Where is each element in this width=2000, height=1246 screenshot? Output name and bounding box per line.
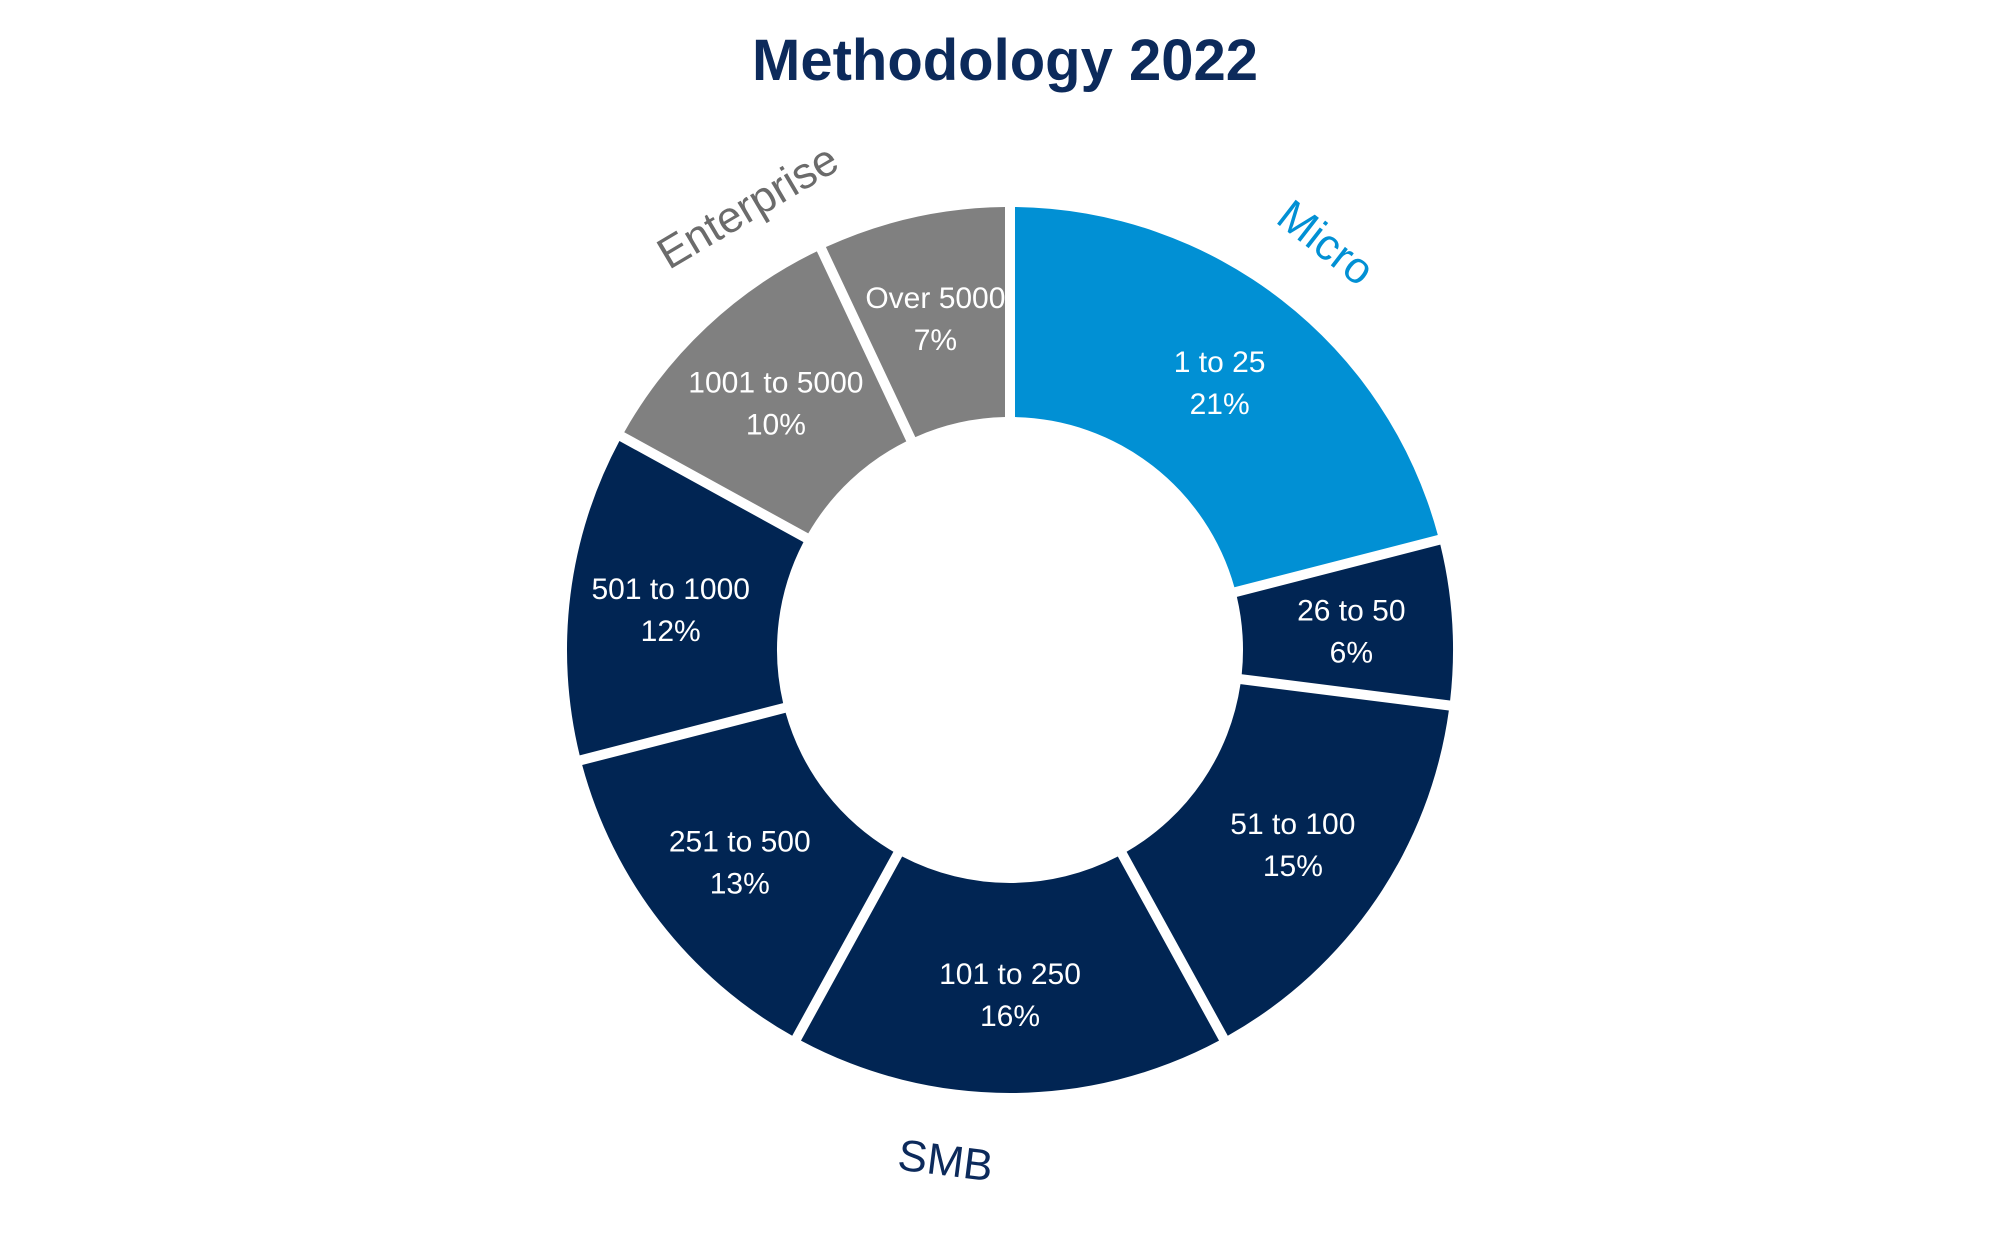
slice-label: 26 to 50: [1297, 595, 1405, 628]
slice-value-label: 10%: [746, 409, 806, 442]
slice-label: 251 to 500: [669, 826, 811, 859]
chart-title: Methodology 2022: [752, 28, 1258, 93]
slice-over-5000: [825, 207, 1006, 438]
group-label-smb: SMB: [895, 1131, 996, 1192]
slice-label: 51 to 100: [1230, 808, 1355, 841]
slices-layer: [567, 207, 1453, 1094]
group-label-micro: Micro: [1268, 191, 1383, 296]
slice-101-to-250: [800, 856, 1220, 1094]
slice-1001-to-5000: [624, 251, 907, 534]
slice-label: Over 5000: [865, 282, 1005, 315]
slice-value-label: 7%: [914, 324, 957, 357]
slice-value-label: 16%: [980, 1000, 1040, 1033]
slice-value-label: 13%: [710, 868, 770, 901]
slice-value-label: 15%: [1263, 850, 1323, 883]
slice-label: 101 to 250: [939, 958, 1081, 991]
slice-501-to-1000: [567, 440, 804, 756]
slice-1-to-25: [1014, 207, 1438, 588]
slice-value-label: 12%: [641, 615, 701, 648]
slice-label: 1001 to 5000: [688, 367, 863, 400]
slice-value-label: 21%: [1190, 388, 1250, 421]
slice-label: 1 to 25: [1174, 346, 1266, 379]
slice-26-to-50: [1236, 544, 1453, 701]
slice-251-to-500: [582, 712, 894, 1036]
slice-label: 501 to 1000: [591, 573, 749, 606]
slice-labels-layer: 1 to 25 21% 26 to 50 6% 51 to 100 15% 101 to 2…: [591, 282, 1405, 1033]
slice-value-label: 6%: [1330, 637, 1373, 670]
slice-51-to-100: [1126, 684, 1449, 1036]
